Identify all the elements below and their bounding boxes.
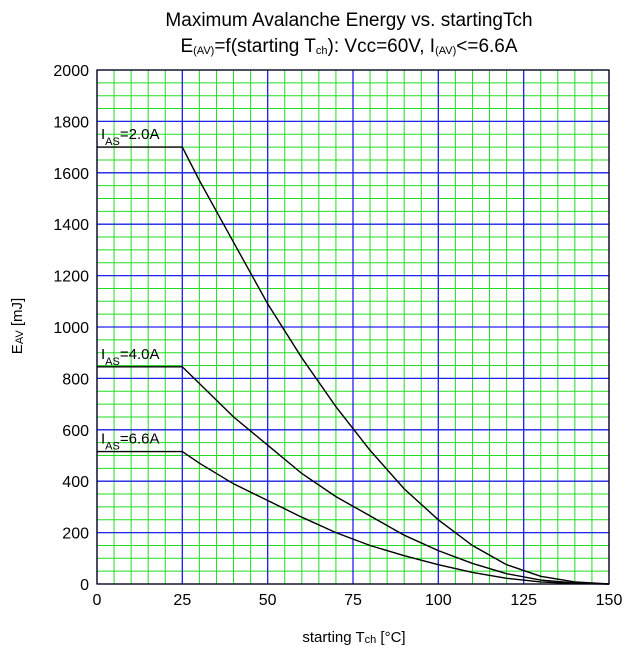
plot-frame <box>96 69 610 585</box>
y-tick-label: 400 <box>62 474 89 491</box>
x-tick-label: 0 <box>93 592 102 609</box>
x-tick-label: 75 <box>344 592 362 609</box>
series-label: IAS=6.6A <box>101 431 159 453</box>
subtitle-part: =f(starting T <box>214 36 316 57</box>
ylabel-part: [mJ] <box>9 298 26 331</box>
y-tick-label: 1000 <box>53 320 89 337</box>
xlabel-subscript: ch <box>365 634 377 646</box>
series-label-layer: IAS=2.0A IAS=4.0A IAS=6.6A <box>101 126 159 453</box>
ylabel-subscript: AV <box>14 330 26 345</box>
x-tick-label: 150 <box>596 592 623 609</box>
series-line <box>97 146 610 585</box>
x-axis-label: starting Tch [°C] <box>302 629 405 646</box>
series-layer <box>97 146 610 585</box>
y-tick-label: 0 <box>80 577 89 594</box>
x-tick-label: 50 <box>259 592 277 609</box>
subtitle-subscript: (AV) <box>435 45 456 57</box>
subtitle-part: <=6.6A <box>456 36 518 57</box>
xlabel-part: starting T <box>302 629 364 646</box>
y-tick-label: 2000 <box>53 63 89 80</box>
y-tick-label: 1200 <box>53 269 89 286</box>
x-tick-label: 25 <box>173 592 191 609</box>
y-tick-label: 200 <box>62 526 89 543</box>
y-axis-label: EAV [mJ] <box>9 298 26 354</box>
chart-subtitle: E(AV)=f(starting Tch): Vcc=60V, I(AV)<=6… <box>180 36 517 57</box>
tick-label-layer: 0 25 50 75 100 125 150 0 200 400 600 800 1000 1200 140… <box>53 63 622 609</box>
series-label: IAS=2.0A <box>101 126 159 148</box>
ylabel-part: E <box>9 344 26 354</box>
subtitle-part: E <box>180 36 193 57</box>
subtitle-part: ): Vcc=60V, I <box>328 36 436 57</box>
y-tick-label: 600 <box>62 423 89 440</box>
x-tick-label: 100 <box>425 592 452 609</box>
xlabel-part: [°C] <box>376 629 405 646</box>
series-line <box>97 450 610 585</box>
series-line <box>97 366 610 585</box>
subtitle-subscript: ch <box>316 45 328 57</box>
y-tick-label: 800 <box>62 371 89 388</box>
series-label: IAS=4.0A <box>101 346 159 368</box>
y-tick-label: 1600 <box>53 166 89 183</box>
y-tick-label: 1800 <box>53 114 89 131</box>
chart-title: Maximum Avalanche Energy vs. startingTch <box>165 10 532 31</box>
subtitle-subscript: (AV) <box>193 45 214 57</box>
x-tick-label: 125 <box>510 592 537 609</box>
y-tick-label: 1400 <box>53 217 89 234</box>
